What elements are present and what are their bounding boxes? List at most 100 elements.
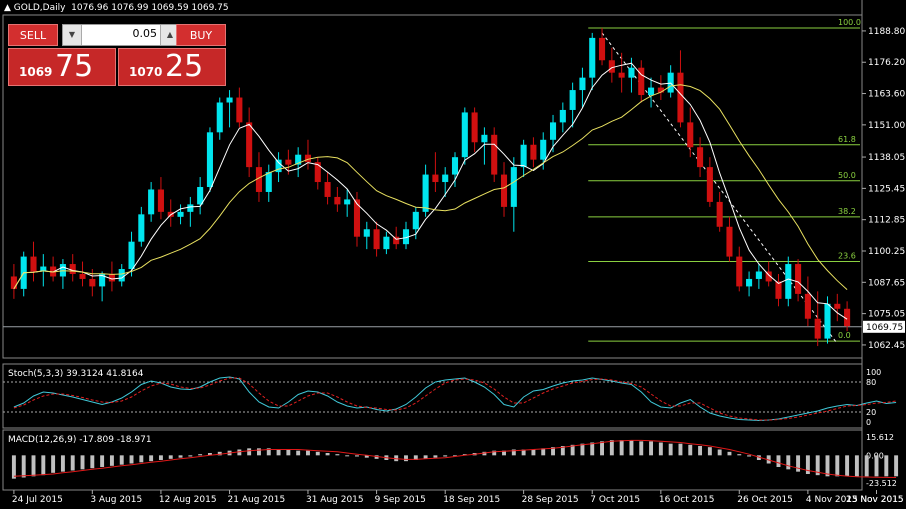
macd-histogram-bar	[805, 455, 810, 474]
chart-header: ▲ GOLD,Daily 1076.96 1076.99 1069.59 106…	[4, 3, 229, 13]
macd-histogram-bar	[786, 455, 791, 470]
macd-histogram-bar	[139, 455, 144, 463]
candle-body	[608, 60, 615, 73]
candle-body	[549, 122, 557, 140]
candle-body	[363, 229, 370, 237]
candle-body	[177, 211, 184, 217]
macd-histogram-bar	[531, 449, 536, 456]
macd-histogram-bar	[286, 449, 291, 456]
time-tick-label: 9 Sep 2015	[375, 495, 426, 505]
macd-histogram-bar	[756, 455, 761, 460]
candle-body	[775, 281, 782, 299]
macd-histogram-bar	[404, 455, 408, 462]
macd-histogram-bar	[609, 440, 614, 456]
macd-histogram-bar	[247, 448, 252, 456]
macd-histogram-bar	[188, 455, 193, 457]
candle-body	[824, 303, 831, 339]
candle-body	[373, 229, 380, 250]
fib-trendline	[601, 32, 838, 344]
macd-histogram-bar	[198, 454, 203, 456]
buy-button[interactable]: BUY	[176, 24, 226, 46]
macd-histogram-bar	[325, 453, 330, 456]
lot-increase-icon[interactable]: ▲	[160, 25, 179, 45]
time-tick-label: 31 Aug 2015	[306, 495, 364, 505]
candle-body	[481, 134, 488, 143]
sell-price-major: 1069	[19, 65, 53, 79]
macd-histogram-bar	[109, 455, 114, 466]
candle-body	[726, 226, 733, 257]
price-tick-label: 1138.05	[868, 153, 905, 163]
fib-level-label: 23.6	[838, 252, 856, 261]
lot-size-value[interactable]: 0.05	[132, 27, 158, 40]
price-tick-label: 1176.20	[868, 58, 905, 68]
macd-histogram-bar	[168, 455, 173, 459]
macd-histogram-bar	[707, 447, 712, 456]
candle-body	[677, 72, 684, 123]
candle-body	[10, 276, 17, 289]
sell-price-button[interactable]: 1069 75	[8, 48, 116, 86]
candle-body	[402, 229, 410, 245]
macd-histogram-bar	[100, 455, 105, 467]
price-tick-label: 1163.60	[868, 90, 905, 100]
candle-body	[814, 318, 821, 339]
buy-price-major: 1070	[129, 65, 163, 79]
price-tick-label: 1100.25	[868, 247, 905, 257]
price-tick-label: 1112.85	[868, 216, 905, 226]
fib-level-label: 61.8	[838, 135, 856, 144]
time-tick-label: 13 Nov 2015	[846, 495, 904, 505]
candle-body	[559, 109, 566, 123]
candle-body	[442, 174, 449, 183]
collapse-arrow-icon[interactable]: ▲	[4, 3, 14, 13]
candle-body	[89, 278, 96, 287]
candle-body	[844, 308, 851, 327]
macd-histogram-bar	[178, 455, 183, 458]
candle-body	[804, 293, 811, 319]
candle-body	[716, 201, 723, 227]
macd-histogram-bar	[590, 442, 595, 456]
price-tick-label: 1125.45	[868, 184, 905, 194]
candle-body	[128, 241, 135, 270]
candle-body	[226, 97, 233, 103]
macd-histogram-bar	[453, 455, 457, 457]
macd-histogram-bar	[854, 455, 859, 477]
candle-body	[30, 256, 37, 272]
fibonacci-retracement[interactable]: 100.0 61.8 50.0 38.2 23.6 0.0	[588, 18, 861, 344]
candle-body	[157, 189, 164, 212]
candle-body	[746, 278, 753, 287]
macd-histogram-bar	[717, 449, 722, 456]
candle-body	[334, 196, 341, 205]
macd-histogram-bar	[423, 455, 428, 459]
lot-decrease-icon[interactable]: ▼	[63, 25, 82, 45]
macd-histogram-bar	[502, 450, 506, 456]
candle-body	[383, 236, 390, 250]
stoch-tick-label: 100	[866, 368, 881, 377]
buy-price-button[interactable]: 1070 25	[118, 48, 226, 86]
time-tick-label: 21 Aug 2015	[228, 495, 286, 505]
candle-body	[432, 174, 439, 183]
fib-level-label: 38.2	[838, 207, 856, 216]
macd-histogram-bar	[541, 448, 546, 456]
macd-histogram-bar	[551, 447, 555, 456]
macd-histogram-bar	[766, 455, 771, 464]
candle-body	[314, 162, 321, 183]
candle-body	[461, 112, 468, 158]
stoch-pane-border	[2, 363, 863, 429]
lot-size-field[interactable]: ▼ 0.05 ▲	[62, 24, 180, 46]
candle-body	[765, 271, 772, 282]
price-tick-label: 1075.05	[868, 310, 905, 320]
candle-body	[510, 167, 517, 207]
macd-histogram-bar	[727, 451, 732, 456]
candle-body	[520, 144, 527, 168]
macd-histogram-bar	[492, 450, 497, 456]
sell-button[interactable]: SELL	[8, 24, 58, 46]
fib-level-label: 100.0	[838, 18, 861, 27]
price-tick-label: 1151.00	[868, 121, 905, 131]
candle-body	[579, 77, 586, 91]
candle-body	[138, 214, 145, 242]
macd-histogram-bar	[688, 444, 693, 456]
candle-body	[304, 154, 312, 163]
stoch-signal-line	[13, 377, 897, 421]
